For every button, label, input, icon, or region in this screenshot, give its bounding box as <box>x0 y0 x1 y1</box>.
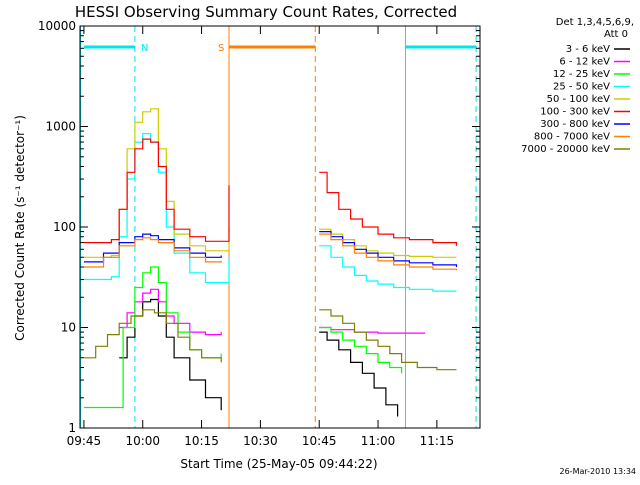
series-line-8-segment-1 <box>319 309 457 371</box>
series-line-4-segment-0 <box>83 108 230 258</box>
footer-timestamp: 26-Mar-2010 13:34 <box>560 467 637 476</box>
legend-detector-line-1: Det 1,3,4,5,6,9, <box>556 17 634 28</box>
y-tick-label-0: 1 <box>68 421 76 435</box>
x-tick-label-0: 09:45 <box>67 434 102 448</box>
x-tick-label-4: 10:45 <box>302 434 337 448</box>
series-line-7-segment-0 <box>83 237 222 268</box>
y-tick-label-3: 1000 <box>45 120 76 134</box>
legend: Det 1,3,4,5,6,9, Att 0 3 - 6 keV 6 - 12 k… <box>521 17 634 155</box>
y-tick-label-2: 100 <box>53 220 76 234</box>
legend-label-5: 100 - 300 keV <box>540 107 610 118</box>
series-line-3-segment-1 <box>319 245 457 292</box>
legend-label-4: 50 - 100 keV <box>547 94 611 105</box>
series-line-4-segment-1 <box>319 228 457 258</box>
legend-label-1: 6 - 12 keV <box>559 57 610 68</box>
x-axis-label: Start Time (25-May-05 09:44:22) <box>180 457 377 471</box>
data-series <box>83 108 458 417</box>
series-line-7-segment-1 <box>319 233 458 271</box>
series-line-6-segment-1 <box>319 231 458 267</box>
legend-label-6: 300 - 800 keV <box>540 119 610 130</box>
flag-label-n: N <box>141 43 148 54</box>
series-line-0-segment-1 <box>319 331 399 417</box>
axis-ticks: 09:45 10:00 10:15 10:30 10:45 11:00 11:15 1 10 10… <box>38 19 480 448</box>
x-tick-label-6: 11:15 <box>420 434 455 448</box>
y-tick-label-4: 10000 <box>38 19 76 33</box>
series-line-5-segment-0 <box>83 138 230 244</box>
series-line-0-segment-0 <box>119 298 222 411</box>
x-tick-label-2: 10:15 <box>184 434 219 448</box>
y-tick-label-1: 10 <box>61 321 76 335</box>
legend-label-0: 3 - 6 keV <box>566 44 610 55</box>
flag-label-s: S <box>218 43 224 54</box>
legend-label-3: 25 - 50 keV <box>553 82 610 93</box>
legend-label-2: 12 - 25 keV <box>553 69 610 80</box>
legend-detector-line-2: Att 0 <box>604 29 628 40</box>
series-line-5-segment-1 <box>319 171 458 246</box>
y-axis-label: Corrected Count Rate (s⁻¹ detector⁻¹) <box>13 115 27 341</box>
series-line-2-segment-1 <box>319 326 403 374</box>
x-tick-label-3: 10:30 <box>243 434 278 448</box>
series-line-8-segment-0 <box>83 309 222 363</box>
legend-label-7: 800 - 7000 keV <box>534 132 610 143</box>
chart-title: HESSI Observing Summary Count Rates, Cor… <box>75 3 457 21</box>
series-line-3-segment-0 <box>83 133 230 284</box>
x-tick-label-5: 11:00 <box>361 434 396 448</box>
x-tick-label-1: 10:00 <box>125 434 160 448</box>
legend-label-8: 7000 - 20000 keV <box>521 144 610 155</box>
series-line-2-segment-0 <box>83 266 222 409</box>
